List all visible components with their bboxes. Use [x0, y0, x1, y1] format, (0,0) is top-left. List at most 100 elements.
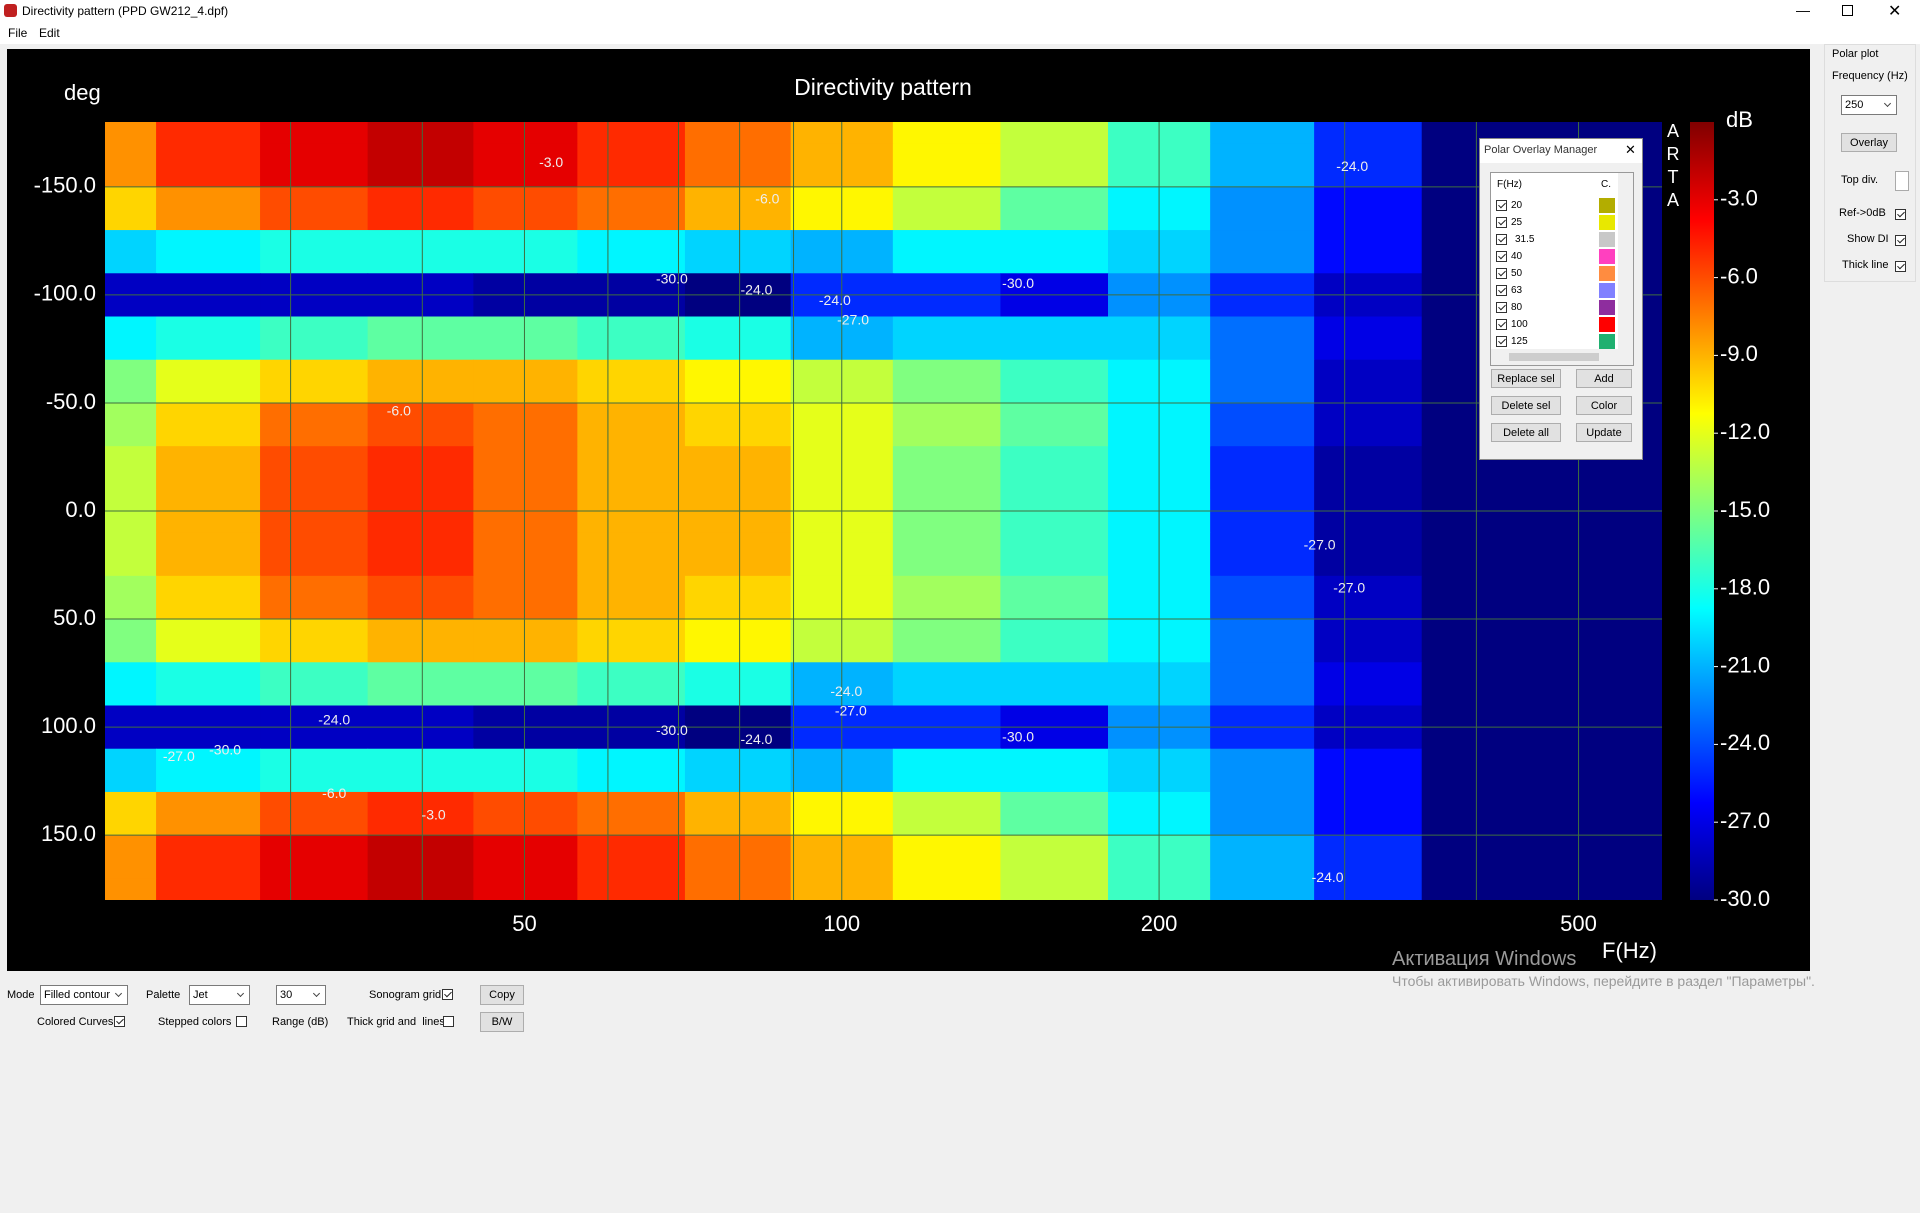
heatmap-cell	[367, 748, 474, 793]
heatmap-cell	[684, 662, 792, 706]
y-tick-label: 50.0	[53, 605, 96, 630]
item-checkbox[interactable]	[1496, 234, 1507, 245]
option-checkbox[interactable]	[1895, 235, 1906, 246]
item-frequency[interactable]: 63	[1511, 285, 1523, 296]
hscroll-thumb[interactable]	[1509, 353, 1599, 361]
heatmap-cell	[1000, 402, 1109, 447]
heatmap-cell	[1000, 619, 1109, 663]
bottom-controls: Mode Filled contour Palette Jet 30 Sonog…	[0, 975, 1920, 1040]
top-div-spin[interactable]	[1895, 171, 1909, 191]
top-div-label: Top div.	[1841, 174, 1879, 186]
heatmap-cell	[1527, 791, 1662, 836]
item-color	[1599, 334, 1615, 349]
item-checkbox[interactable]	[1496, 336, 1507, 347]
checkbox[interactable]	[443, 1016, 454, 1027]
colorbar-label: dB	[1726, 107, 1753, 132]
colorbar-tick-label: -18.0	[1720, 575, 1770, 600]
checkbox[interactable]	[236, 1016, 247, 1027]
heatmap-cell	[105, 143, 157, 188]
heatmap-cell	[577, 446, 686, 490]
heatmap-cell	[367, 446, 474, 490]
heatmap-cell	[684, 446, 792, 490]
item-frequency[interactable]: 80	[1511, 302, 1523, 313]
bw-button[interactable]: B/W	[480, 1012, 524, 1032]
add-button[interactable]: Add	[1576, 369, 1632, 388]
option-checkbox[interactable]	[1895, 209, 1906, 220]
contour-label: -6.0	[755, 191, 779, 207]
item-frequency[interactable]: 125	[1511, 336, 1528, 347]
copy-button[interactable]: Copy	[480, 985, 524, 1005]
replace-sel-button[interactable]: Replace sel	[1491, 369, 1561, 388]
frequency-input[interactable]: 250	[1841, 95, 1897, 115]
heatmap-cell	[105, 446, 157, 490]
item-checkbox[interactable]	[1496, 200, 1507, 211]
heatmap-cell	[105, 532, 157, 577]
heatmap-cell	[577, 662, 686, 706]
list-scrollbar[interactable]	[1618, 173, 1633, 349]
minimize-button[interactable]: —	[1796, 2, 1810, 18]
contour-label: -24.0	[819, 292, 851, 308]
heatmap-cell	[1210, 230, 1315, 274]
restore-button[interactable]	[1842, 5, 1853, 16]
heatmap-cell	[1000, 791, 1109, 836]
heatmap-cell	[892, 791, 1001, 836]
heatmap-cell	[1210, 878, 1315, 900]
item-frequency[interactable]: 40	[1511, 251, 1523, 262]
heatmap-cell	[473, 662, 578, 706]
overlay-close[interactable]: ✕	[1625, 142, 1636, 157]
heatmap-cell	[1314, 575, 1423, 620]
heatmap-cell	[156, 532, 261, 577]
option-checkbox[interactable]	[1895, 261, 1906, 272]
item-checkbox[interactable]	[1496, 217, 1507, 228]
watermark-letter: A	[1667, 121, 1679, 141]
item-checkbox[interactable]	[1496, 285, 1507, 296]
heatmap-cell	[473, 619, 578, 663]
heatmap-cell	[1000, 230, 1109, 274]
heatmap-cell	[473, 446, 578, 490]
heatmap-cell	[260, 878, 369, 900]
heatmap-cell	[684, 316, 792, 361]
heatmap-cell	[577, 835, 686, 879]
checkbox[interactable]	[442, 989, 453, 1000]
item-checkbox[interactable]	[1496, 268, 1507, 279]
item-checkbox[interactable]	[1496, 251, 1507, 262]
menu-bar: File Edit	[0, 22, 1920, 44]
menu-item[interactable]: Edit	[39, 26, 60, 40]
checkbox[interactable]	[114, 1016, 125, 1027]
item-frequency[interactable]: 31.5	[1515, 234, 1535, 245]
heatmap-cell	[892, 748, 1001, 793]
y-axis-label: deg	[64, 80, 101, 105]
color-button[interactable]: Color	[1576, 396, 1632, 415]
heatmap-cell	[367, 878, 474, 900]
item-frequency[interactable]: 50	[1511, 268, 1523, 279]
heatmap-cell	[367, 230, 474, 274]
overlay-button[interactable]: Overlay	[1841, 133, 1897, 152]
contour-label: -27.0	[837, 312, 869, 328]
item-color	[1599, 317, 1615, 332]
contour-label: -24.0	[741, 731, 773, 747]
heatmap-cell	[156, 402, 261, 447]
update-button[interactable]: Update	[1576, 423, 1632, 442]
item-color	[1599, 249, 1615, 264]
colorbar-tick-label: -9.0	[1720, 341, 1758, 366]
close-button[interactable]: ✕	[1888, 3, 1902, 20]
heatmap-cell	[260, 122, 369, 145]
panel-title: Polar plot	[1832, 48, 1879, 60]
item-checkbox[interactable]	[1496, 319, 1507, 330]
menu-item[interactable]: File	[8, 26, 28, 40]
palette-select[interactable]: Jet	[189, 985, 250, 1005]
item-frequency[interactable]: 100	[1511, 319, 1528, 330]
heatmap-cell	[156, 359, 261, 404]
item-frequency[interactable]: 25	[1511, 217, 1523, 228]
item-frequency[interactable]: 20	[1511, 200, 1523, 211]
range-input[interactable]: 30	[276, 985, 326, 1005]
heatmap-cell	[1000, 359, 1109, 404]
chart-title: Directivity pattern	[794, 74, 972, 100]
item-checkbox[interactable]	[1496, 302, 1507, 313]
contour-label: -27.0	[1333, 580, 1365, 596]
mode-select[interactable]: Filled contour	[40, 985, 128, 1005]
delete-all-button[interactable]: Delete all	[1491, 423, 1561, 442]
heatmap-cell	[892, 186, 1001, 231]
heatmap-cell	[260, 532, 369, 577]
delete-sel-button[interactable]: Delete sel	[1491, 396, 1561, 415]
